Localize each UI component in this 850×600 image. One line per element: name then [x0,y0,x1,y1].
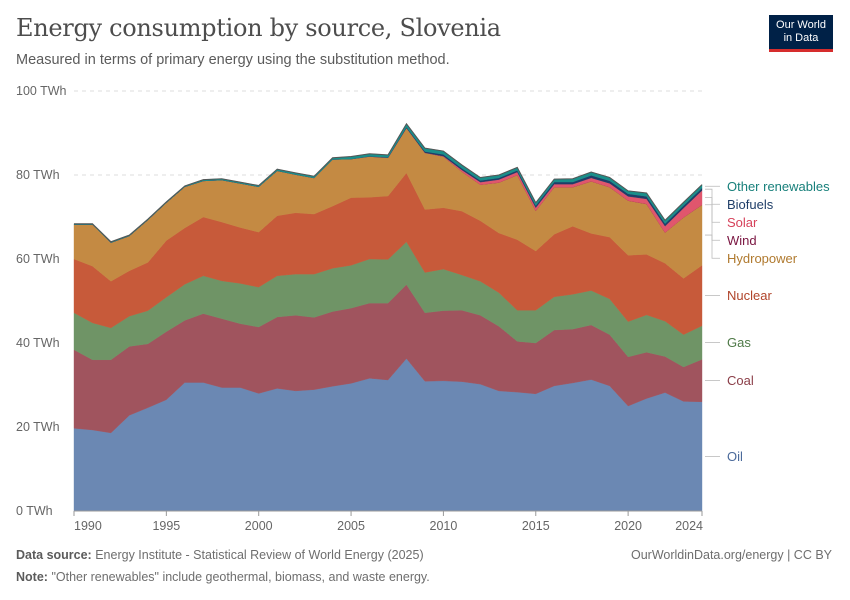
legend-label-coal[interactable]: Coal [727,373,754,388]
logo-accent-bar [769,49,833,52]
x-tick-label: 2010 [430,519,458,533]
legend-label-other-renewables[interactable]: Other renewables [727,179,830,194]
x-tick-label: 2020 [614,519,642,533]
y-tick-label: 80 TWh [16,168,60,182]
logo-line-2: in Data [783,32,819,44]
note-text: "Other renewables" include geothermal, b… [51,570,430,584]
legend-label-gas[interactable]: Gas [727,335,751,350]
y-tick-label: 60 TWh [16,252,60,266]
legend-leader [705,204,720,241]
license-link[interactable]: OurWorldinData.org/energy | CC BY [630,548,832,562]
x-axis: 1990 1995 2000 2005 2010 2015 2020 2024 [73,510,703,533]
legend-label-solar[interactable]: Solar [727,215,758,230]
logo-line-1: Our World [776,19,826,31]
chart-title: Energy consumption by source, Slovenia [16,14,501,42]
legend-leader [705,197,720,223]
y-tick-label: 20 TWh [16,420,60,434]
x-tick-label: 2015 [522,519,550,533]
x-tick-label: 1990 [74,519,102,533]
note: Note: "Other renewables" include geother… [16,570,430,584]
total-outline [74,122,703,243]
owid-logo[interactable]: Our World in Data [769,15,833,52]
data-source-text[interactable]: Energy Institute - Statistical Review of… [95,548,424,562]
legend-leader [705,234,720,259]
chart-subtitle: Measured in terms of primary energy usin… [16,52,450,68]
data-source: Data source: Energy Institute - Statisti… [16,548,424,562]
area-series [73,122,703,512]
legend-label-oil[interactable]: Oil [727,449,743,464]
y-tick-label: 100 TWh [16,84,67,98]
x-tick-label: 2024 [675,519,703,533]
legend: Other renewables Biofuels Solar Wind Hydropo… [705,179,830,464]
y-tick-label: 40 TWh [16,336,60,350]
legend-label-biofuels[interactable]: Biofuels [727,197,774,212]
note-label: Note: [16,570,48,584]
x-tick-label: 2000 [245,519,273,533]
x-tick-label: 1995 [152,519,180,533]
y-tick-label: 0 TWh [16,504,53,518]
legend-label-wind[interactable]: Wind [727,233,757,248]
legend-label-hydropower[interactable]: Hydropower [727,251,798,266]
data-source-label: Data source: [16,548,92,562]
legend-leader [705,188,720,205]
legend-label-nuclear[interactable]: Nuclear [727,288,772,303]
x-tick-label: 2005 [337,519,365,533]
y-axis: 0 TWh 20 TWh 40 TWh 60 TWh 80 TWh 100 TWh [16,84,67,518]
